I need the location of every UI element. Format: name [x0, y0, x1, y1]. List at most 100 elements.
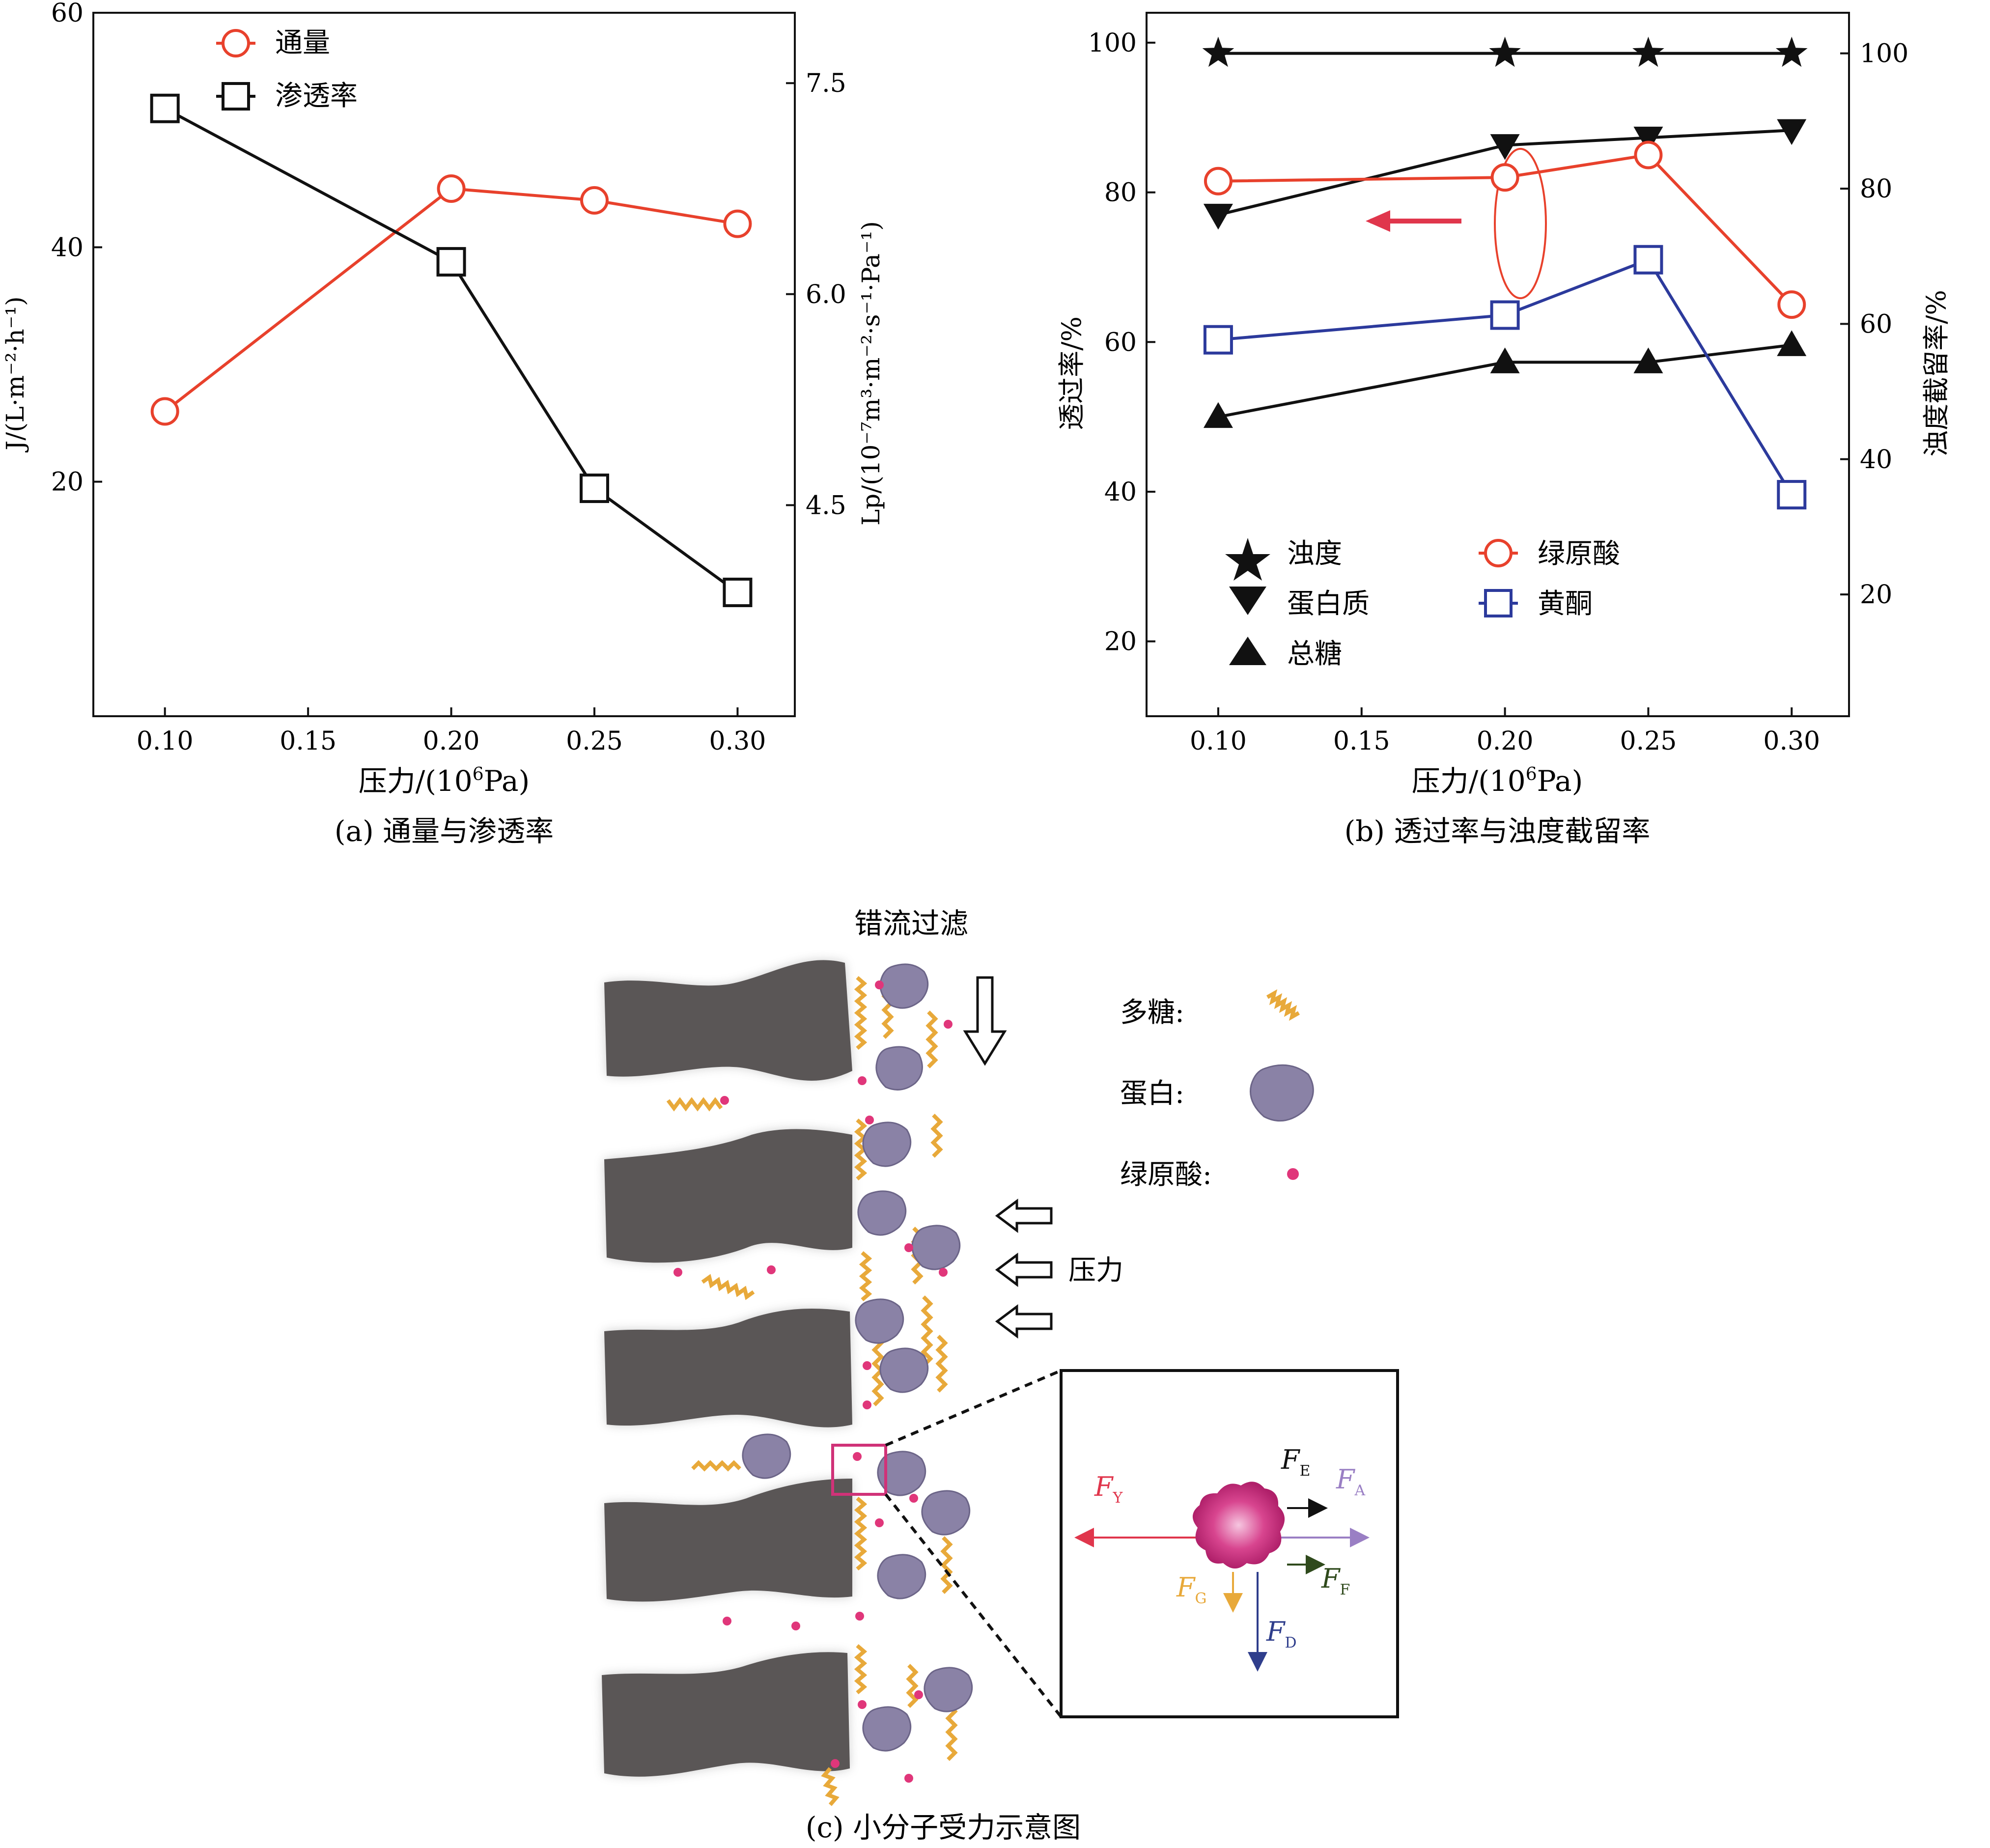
chart-a-ylabel-right: Lp/(10⁻⁷m³·m⁻²·s⁻¹·Pa⁻¹) [857, 221, 885, 526]
chart-a-legend-permeability: 渗透率 [275, 80, 358, 112]
data-point-series-0 [580, 186, 609, 215]
data-point-series-0 [1775, 36, 1808, 67]
protein [877, 1451, 926, 1496]
membrane [602, 960, 852, 1777]
protein [879, 1347, 929, 1393]
chart-b-caption: (b) 透过率与浊度截留率 [1345, 814, 1651, 848]
y-tick-label-left: 40 [1104, 477, 1137, 507]
membrane-block [604, 1479, 852, 1602]
chlorogenic-acid [767, 1265, 776, 1274]
polysaccharide-chain [691, 1460, 741, 1472]
zoom-connector [885, 1369, 1062, 1447]
chart-b-legend: 浊度 蛋白质 总糖 绿原酸 黄酮 [1225, 538, 1620, 670]
protein [879, 963, 929, 1009]
polysaccharide-chain [666, 1097, 723, 1112]
polysaccharide-chain [940, 1536, 953, 1594]
force-FD-label: FD [1266, 1616, 1297, 1652]
y-tick-label-left: 80 [1104, 178, 1137, 208]
polysaccharide-chain [930, 1114, 943, 1158]
chlorogenic-acid [865, 1116, 874, 1124]
data-point-series-3 [1204, 167, 1233, 196]
data-point-series-1 [723, 577, 753, 607]
polysaccharide-chain [854, 1496, 868, 1571]
polysaccharide-chain [921, 1295, 933, 1367]
chart-b-legend-protein: 蛋白质 [1287, 588, 1370, 620]
force-FE-label: FE [1281, 1444, 1310, 1480]
y-tick-label-left: 20 [51, 468, 84, 497]
chlorogenic-acid [853, 1452, 862, 1461]
legend-star-marker [1225, 538, 1270, 581]
polysaccharide-chain [854, 1118, 868, 1181]
chart-a-right-axis: 4.5 6.0 7.5 [786, 69, 846, 520]
protein [911, 1225, 961, 1270]
series-line-3 [1218, 153, 1793, 306]
diagram-c: 错流过滤 [602, 907, 1399, 1844]
y-tick-label-right: 7.5 [806, 69, 846, 98]
chart-a-legend: 通量 渗透率 [216, 27, 358, 112]
data-point-series-0 [723, 209, 752, 238]
chlorogenic-acid [791, 1622, 800, 1630]
chart-b-right-axis: 20 40 60 80 100 [1840, 39, 1908, 610]
membrane-block [604, 1129, 852, 1263]
chart-b-ylabel-right: 浊度截留率/% [1921, 290, 1952, 457]
chart-b-x-axis: 0.10 0.15 0.20 0.25 0.30 [1190, 707, 1820, 756]
chlorogenic-molecule-large [1192, 1482, 1285, 1568]
chlorogenic-acid [723, 1617, 731, 1625]
pressure-arrow [995, 1253, 1053, 1287]
y-tick-label-right: 4.5 [806, 491, 846, 520]
diagram-title: 错流过滤 [854, 907, 968, 940]
legend-circle-marker [222, 29, 250, 57]
data-point-series-2 [1490, 347, 1520, 373]
data-point-series-0 [1632, 36, 1664, 67]
polysaccharide-chain [854, 1644, 868, 1695]
data-point-series-1 [150, 93, 180, 123]
chart-b-legend-chlorogenic: 绿原酸 [1538, 538, 1620, 570]
legend-triangle-up-marker [1229, 637, 1266, 665]
force-FF-label: FF [1321, 1563, 1350, 1598]
pressure-arrow [995, 1199, 1053, 1233]
legend-triangle-down-marker [1229, 587, 1266, 615]
chart-b-series [1202, 36, 1808, 510]
chlorogenic-acid [858, 1700, 867, 1709]
data-point-series-3 [1777, 290, 1806, 319]
chlorogenic-acid [875, 1518, 884, 1527]
cross-flow-arrow [963, 976, 1007, 1066]
chart-b-legend-sugar: 总糖 [1287, 638, 1342, 670]
series-line-4 [1218, 258, 1793, 496]
y-tick-label-right: 60 [1860, 309, 1892, 339]
chart-b: 0.10 0.15 0.20 0.25 0.30 20 40 60 80 100 20 40 60 8… [1056, 12, 1952, 848]
chlorogenic-acid [831, 1759, 840, 1768]
zoom-connector [884, 1493, 1063, 1718]
chlorogenic-acid [939, 1268, 948, 1277]
membrane-block [604, 1309, 852, 1428]
chart-b-annotation-ellipse [1494, 148, 1547, 299]
y-tick-label-left: 20 [1104, 627, 1137, 657]
protein [857, 1190, 907, 1236]
chart-b-left-axis: 20 40 60 80 100 [1088, 28, 1155, 657]
x-tick-label: 0.10 [137, 727, 194, 756]
data-point-series-4 [1203, 325, 1233, 355]
pressure-arrows [995, 1199, 1053, 1339]
chart-a-frame [92, 12, 796, 717]
chlorogenic-acid [944, 1020, 953, 1029]
chlorogenic-acid [858, 1076, 867, 1085]
legend-chlorogenic-label: 绿原酸: [1120, 1159, 1212, 1191]
chart-a-legend-flux: 通量 [275, 27, 330, 59]
polysaccharide-chain [935, 1335, 948, 1393]
polysaccharide-chain [945, 1703, 958, 1761]
data-point-series-4 [1490, 300, 1520, 330]
legend-polysaccharide-label: 多糖: [1120, 997, 1184, 1029]
y-tick-label-right: 80 [1860, 174, 1892, 204]
data-point-series-4 [1777, 480, 1807, 510]
x-tick-label: 0.25 [1620, 727, 1677, 756]
pressure-label: 压力 [1068, 1255, 1123, 1287]
data-point-series-1 [580, 474, 609, 504]
x-tick-label: 0.20 [1477, 727, 1534, 756]
chart-b-ylabel-left: 透过率/% [1056, 316, 1087, 430]
membrane-block [602, 1652, 850, 1777]
y-tick-label-right: 40 [1860, 445, 1892, 475]
data-point-series-1 [1777, 119, 1807, 145]
chlorogenic-acid [673, 1268, 682, 1277]
legend-square-marker [222, 82, 250, 111]
